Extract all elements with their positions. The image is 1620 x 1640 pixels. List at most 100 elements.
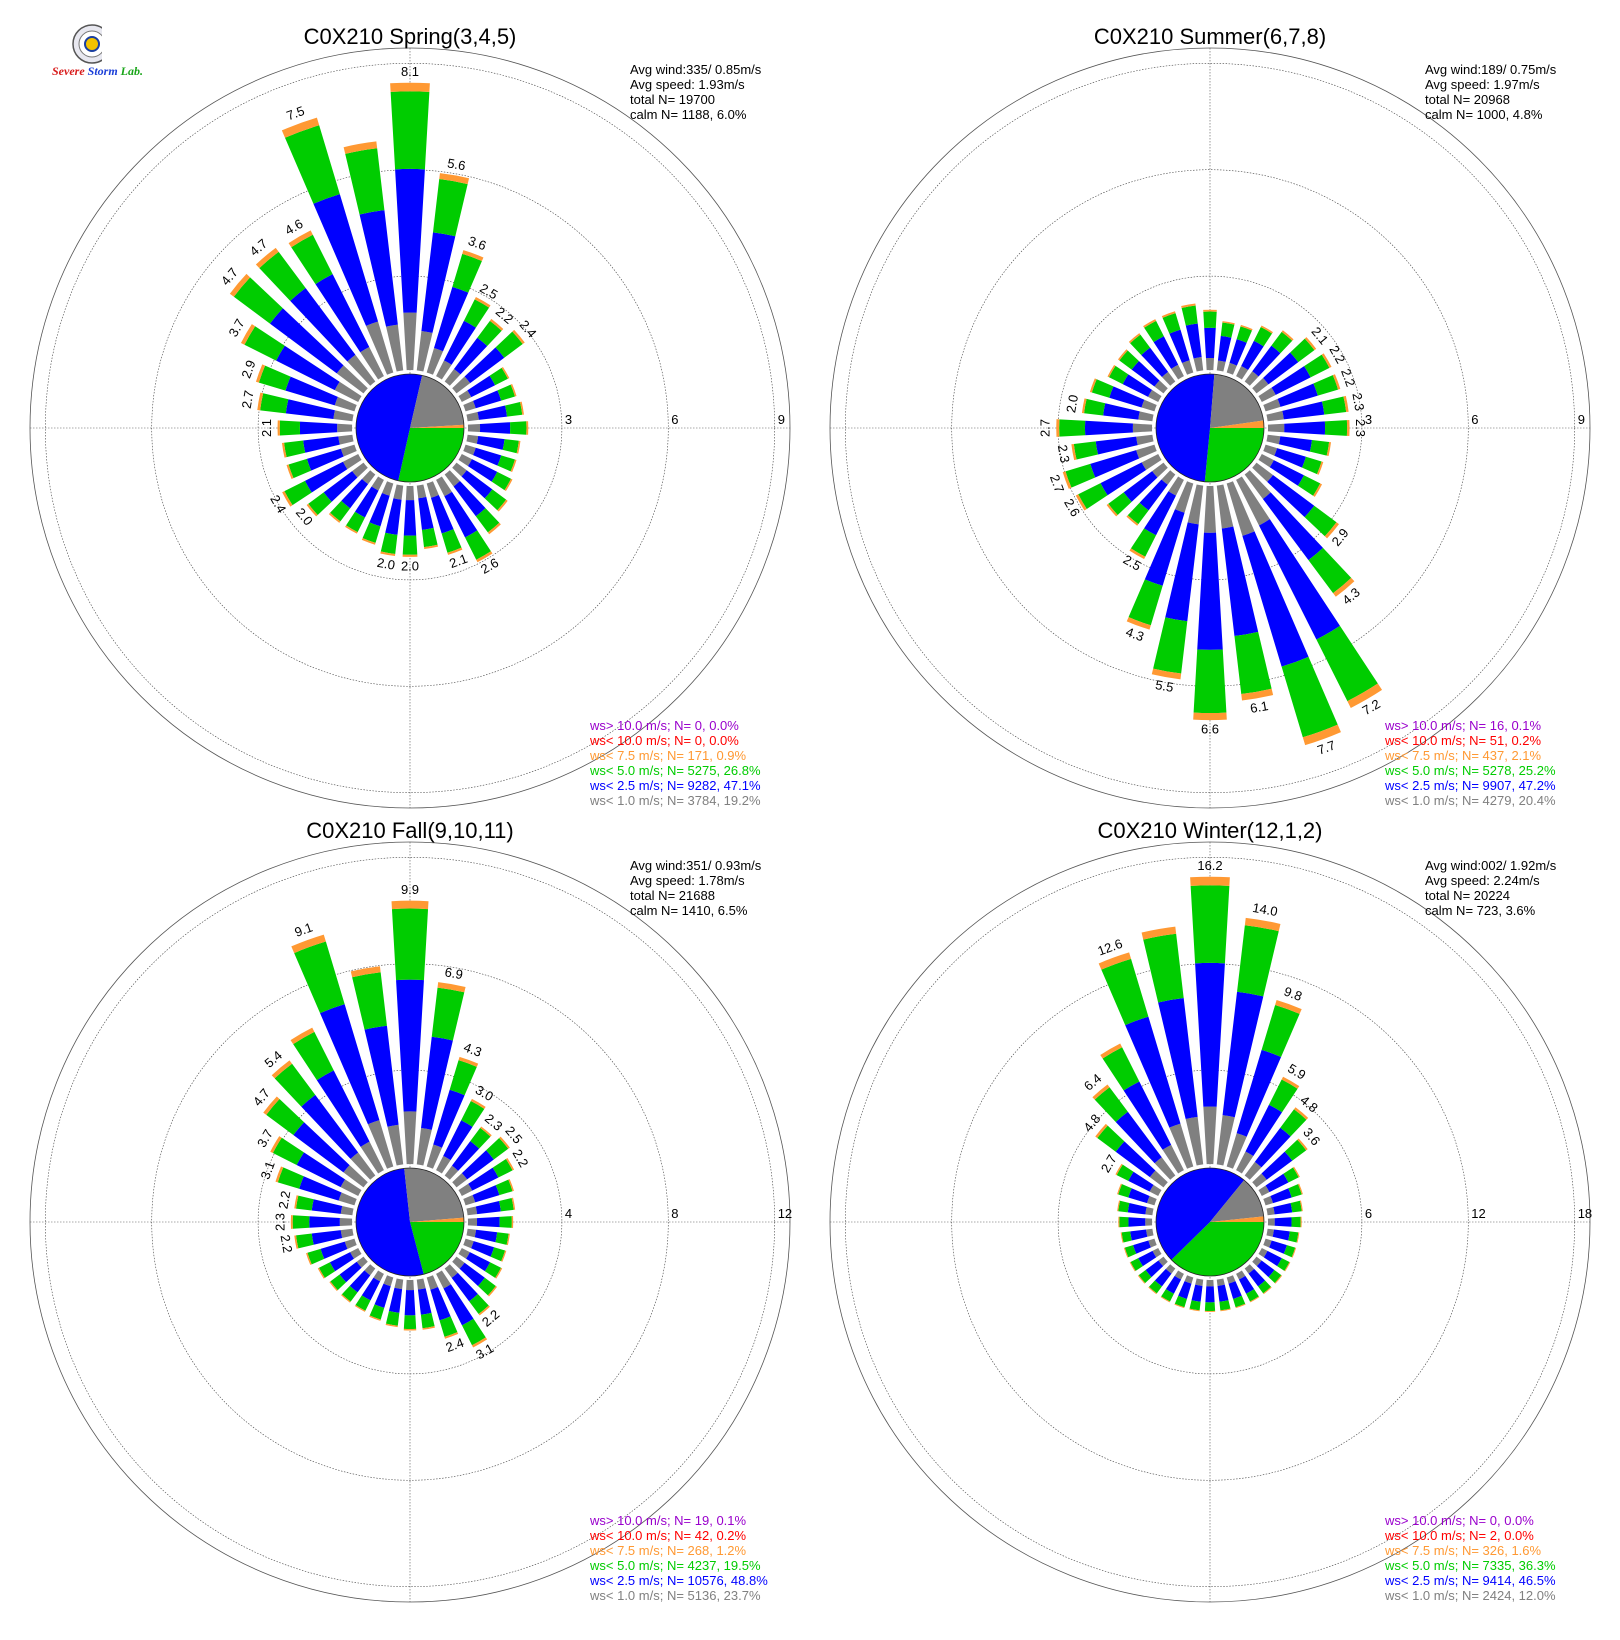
rose-bar-segment [333,410,354,422]
rose-bar-segment [1206,1279,1214,1287]
rose-bar-segment [1109,365,1129,385]
rose-bar-segment [1304,505,1337,537]
rose-bar-segment [1262,492,1323,561]
rose-bar-segment [313,194,379,326]
calm-pie-slice [1171,1222,1264,1276]
rose-bar-segment [1280,1109,1307,1137]
rose-bar-segment [274,1063,316,1107]
rose-bar-segment [458,454,472,467]
calm-pie-outline [1155,373,1265,483]
rose-bar-segment [270,1136,282,1154]
rose-bar-segment [422,1326,435,1330]
stats-line: total N= 20224 [1425,888,1510,903]
rose-bar-segment [346,511,365,533]
rose-bar-segment [520,401,524,415]
stats-line: total N= 21688 [630,888,715,903]
stats-line: Avg wind:351/ 0.93m/s [630,858,762,873]
rose-bar-label: 2.7 [239,389,257,409]
rose-bar-segment [1144,491,1176,536]
rose-bar-segment [244,326,285,361]
ring-tick-label: 3 [1365,412,1372,427]
rose-bar-segment [391,908,429,981]
rose-bar-segment [484,489,507,511]
rose-bar-segment [1281,330,1294,341]
rose-bar-segment [1128,1188,1150,1204]
rose-bar-segment [1139,479,1168,511]
rose-bar-segment [1217,1284,1229,1302]
rose-bar-segment [1118,1184,1132,1198]
rose-bar-segment [1143,319,1157,328]
stats-line: Avg wind:189/ 0.75m/s [1425,62,1557,77]
rose-bar-segment [1141,399,1157,412]
rose-bar-segment [299,1176,342,1201]
rose-bar-segment [307,1248,325,1265]
rose-bar-segment [292,1215,310,1229]
rose-bar-segment [1252,345,1281,377]
rose-bar-segment [1244,1161,1262,1180]
rose-bar-segment [1141,926,1177,940]
rose-bar-segment [1252,462,1273,482]
logo-storm-text: Storm [87,64,118,78]
rose-bar-segment [487,522,501,535]
rose-bar-segment [489,367,508,386]
rose-bar-segment [284,125,340,204]
rose-bar-segment [1193,649,1227,714]
rose-bar-segment [1263,1238,1272,1248]
rose-bar-segment [467,459,498,482]
rose-bar-segment [340,444,357,457]
rose-bar-segment [1259,519,1340,640]
rose-bar-segment [1193,357,1204,372]
stats-line: calm N= 1188, 6.0% [630,107,747,122]
rose-bar-label: 2.0 [1063,393,1081,413]
rose-bar-segment [1185,323,1202,359]
rose-bar-segment [316,1070,370,1147]
rose-bar-segment [1252,1173,1267,1188]
rose-bar-segment [474,296,491,308]
rose-bar-segment [443,1284,474,1326]
rose-bar-segment [463,1238,474,1249]
rose-bar-segment [282,491,293,507]
rose-bar-segment [1129,548,1146,560]
rose-bar-segment [1274,1275,1283,1284]
rose-bar-segment [501,1250,507,1262]
rose-bar-segment [342,454,362,470]
rose-bar-segment [433,1089,465,1148]
rose-bar-segment [306,503,318,517]
rose-bar-segment [495,1267,503,1279]
legend-entry: ws> 10.0 m/s; N= 0, 0.0% [589,718,739,733]
legend-entry: ws> 10.0 m/s; N= 16, 0.1% [1384,718,1542,733]
rose-bar-segment [1162,1144,1184,1174]
rose-bar-segment [492,1158,513,1178]
legend-entry: ws< 7.5 m/s; N= 268, 1.2% [589,1543,747,1558]
rose-bar-segment [369,1315,381,1321]
rose-bar-segment [1092,1084,1110,1100]
legend-entry: ws< 1.0 m/s; N= 3784, 19.2% [589,793,761,808]
rose-bar-segment [341,1285,358,1302]
rose-bar-segment [526,421,529,435]
rose-bar-segment [478,1305,490,1316]
rose-bar-segment [404,1289,416,1316]
rose-bar-segment [1162,313,1181,334]
rose-bar-segment [320,1004,380,1125]
rose-bar-segment [1252,1256,1262,1267]
rose-bar-segment [421,527,438,548]
rose-bar-segment [466,434,479,444]
rose-bar-segment [487,1285,498,1297]
rose-bar-segment [279,420,301,436]
lab-logo: Severe Storm Lab. [52,24,143,84]
rose-bar-segment [343,1165,368,1188]
rose-bar-segment [499,1136,510,1149]
chart-title: C0X210 Summer(6,7,8) [1094,24,1326,49]
rose-bar-label: 2.3 [1349,392,1367,412]
rose-bar-segment [318,1262,336,1278]
rose-bar-segment [444,1264,458,1278]
rose-bar-segment [1123,1247,1129,1258]
rose-bar-segment [1185,1116,1204,1166]
rose-bar-label: 4.6 [282,216,305,238]
rose-bar-segment [477,1277,496,1296]
rose-bar-segment [1220,322,1235,338]
rose-bar-segment [385,498,402,535]
rose-bar-segment [291,934,326,954]
rose-bar-segment [1146,1228,1154,1237]
rose-bar-segment [339,1261,362,1283]
